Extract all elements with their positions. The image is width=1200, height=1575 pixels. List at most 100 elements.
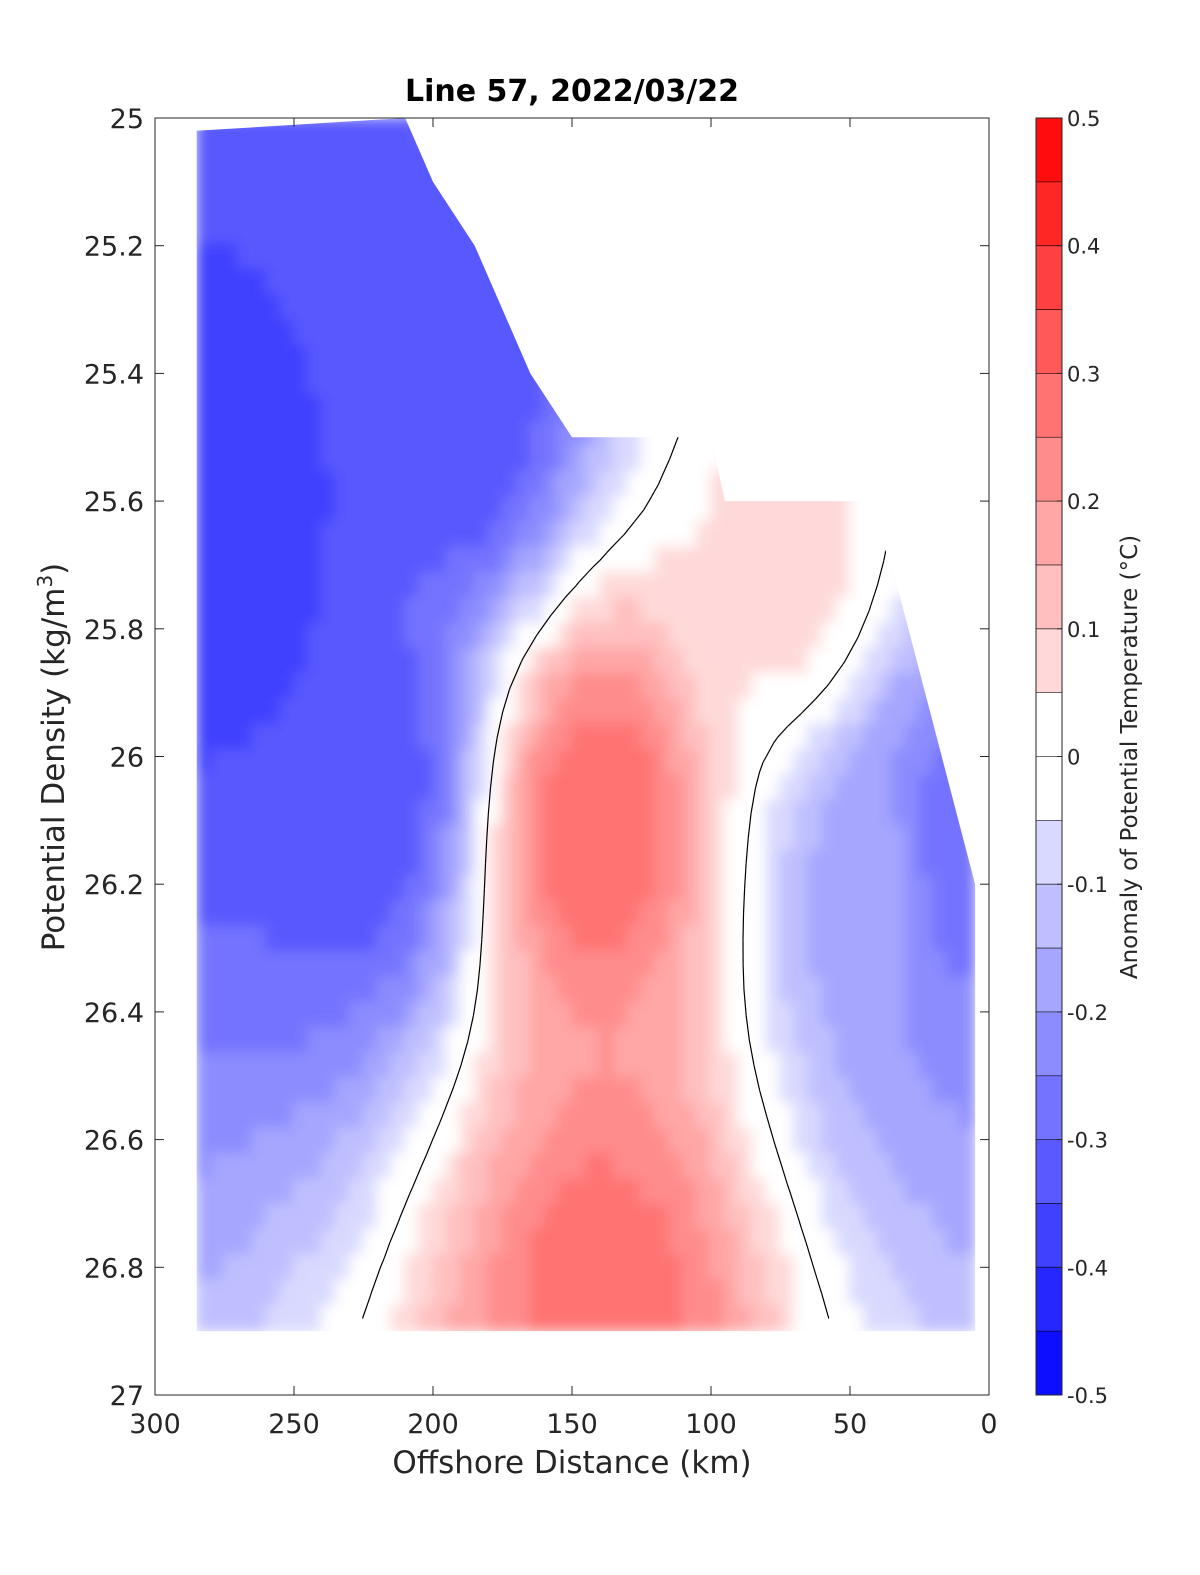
zero-contour-segment [661, 458, 671, 476]
y-axis-label: Potential Density (kg/m3) [33, 563, 72, 952]
field-cell [737, 900, 754, 928]
field-cell [362, 1127, 379, 1156]
field-cell [445, 243, 462, 271]
field-cell [654, 647, 671, 676]
field-cell [932, 951, 949, 979]
field-cell [807, 1178, 824, 1206]
field-cell [196, 1026, 212, 1055]
field-cell [584, 546, 601, 574]
field-cell [862, 799, 879, 827]
field-cell [612, 445, 629, 473]
field-cell [265, 167, 282, 195]
field-cell [876, 1279, 893, 1307]
field-cell [237, 470, 254, 499]
field-cell [376, 824, 393, 852]
field-cell [557, 445, 573, 473]
field-cell [293, 1304, 309, 1332]
field-cell [501, 622, 518, 650]
field-cell [876, 1077, 893, 1105]
field-cell [807, 799, 824, 827]
colorbar-segment [1036, 501, 1062, 566]
field-cell [932, 1304, 949, 1332]
field-cell [265, 571, 282, 600]
zero-contour-segment [508, 686, 512, 690]
field-cell [793, 496, 810, 524]
field-cell [737, 647, 754, 676]
field-cell [932, 1153, 949, 1181]
field-cell [459, 369, 476, 398]
field-cell [793, 1203, 810, 1232]
field-cell [265, 1203, 282, 1232]
field-cell [737, 1203, 754, 1232]
field-cell [557, 748, 573, 777]
field-cell [849, 1304, 865, 1332]
field-cell [445, 748, 462, 777]
field-cell [543, 1229, 560, 1257]
field-cell [626, 597, 643, 625]
field-cell [209, 698, 226, 726]
field-cell [515, 1127, 532, 1156]
field-cell [237, 1203, 254, 1232]
field-cell [668, 900, 685, 928]
field-cell [196, 673, 212, 701]
field-cell [571, 824, 587, 852]
field-cell [237, 1102, 254, 1130]
field-cell [529, 395, 546, 423]
field-cell [668, 1178, 685, 1206]
field-cell [821, 976, 838, 1004]
field-cell [626, 824, 643, 852]
field-cell [723, 799, 740, 827]
field-cell [557, 1077, 573, 1105]
zero-contour-segment [460, 1041, 469, 1066]
field-cell [209, 218, 226, 246]
field-cell [306, 445, 323, 473]
field-cell [390, 1153, 407, 1181]
field-cell [598, 1102, 615, 1130]
field-cell [918, 1052, 935, 1080]
field-cell [209, 369, 226, 398]
field-cell [807, 673, 824, 701]
field-cell [779, 546, 796, 574]
field-cell [473, 774, 490, 802]
field-cell [584, 1254, 601, 1282]
field-cell [515, 774, 532, 802]
field-cell [376, 849, 393, 878]
field-cell [890, 976, 907, 1004]
field-cell [348, 470, 365, 499]
field-cell [654, 1052, 671, 1080]
field-cell [751, 748, 768, 777]
field-cell [223, 496, 240, 524]
field-cell [668, 1203, 685, 1232]
field-cell [404, 546, 421, 574]
field-cell [571, 976, 587, 1004]
zero-contour-segment [742, 964, 745, 991]
field-cell [279, 395, 295, 423]
colorbar-tick-label: 0.2 [1067, 490, 1100, 514]
field-cell [571, 1026, 587, 1055]
field-cell [849, 698, 865, 726]
field-cell [237, 1279, 254, 1307]
field-cell [279, 1304, 295, 1332]
colorbar-tick-label: 0.1 [1067, 618, 1100, 642]
field-cell [348, 951, 365, 979]
field-cell [362, 218, 379, 246]
field-cell [626, 1229, 643, 1257]
field-cell [459, 1254, 476, 1282]
field-cell [862, 647, 879, 676]
field-cell [418, 1153, 434, 1181]
field-cell [876, 622, 893, 650]
field-cell [459, 774, 476, 802]
field-cell [932, 900, 949, 928]
field-cell [473, 951, 490, 979]
field-cell [765, 521, 782, 549]
field-cell [473, 900, 490, 928]
field-cell [418, 698, 434, 726]
field-cell [487, 319, 504, 347]
field-cell [376, 395, 393, 423]
field-cell [223, 1254, 240, 1282]
field-cell [918, 900, 935, 928]
field-cell [237, 369, 254, 398]
zero-contour-segment [592, 559, 601, 568]
field-cell [501, 1001, 518, 1029]
field-cell [626, 1052, 643, 1080]
